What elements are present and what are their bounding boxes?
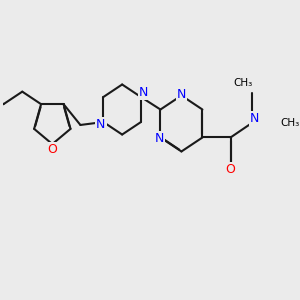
Text: O: O xyxy=(47,143,57,157)
Text: N: N xyxy=(177,88,186,100)
Text: N: N xyxy=(96,118,106,131)
Text: N: N xyxy=(139,86,148,99)
Text: CH₃: CH₃ xyxy=(281,118,300,128)
Text: O: O xyxy=(226,164,236,176)
Text: N: N xyxy=(154,133,164,146)
Text: CH₃: CH₃ xyxy=(234,78,253,88)
Text: N: N xyxy=(250,112,260,125)
